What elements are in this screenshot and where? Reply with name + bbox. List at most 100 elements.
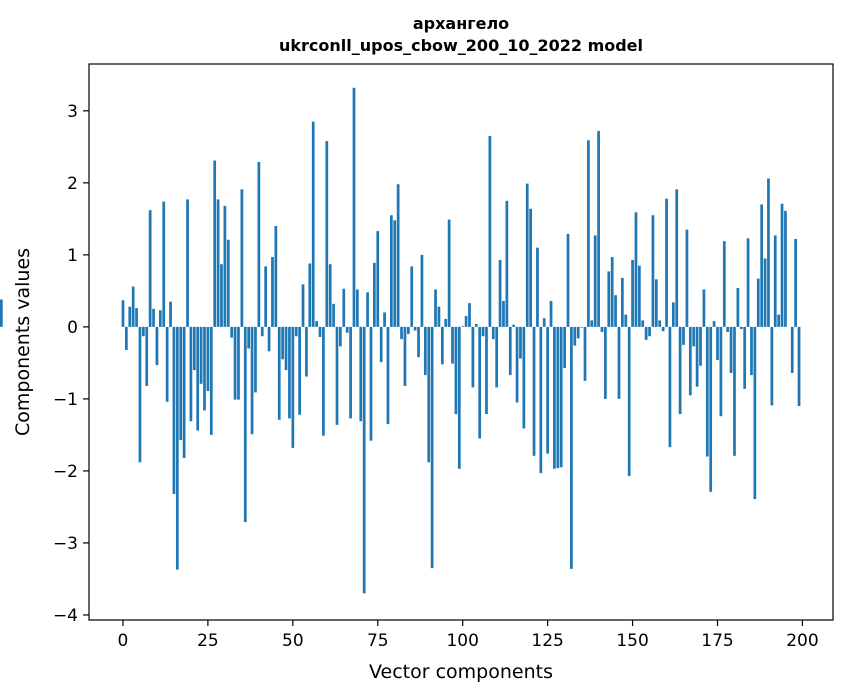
bar bbox=[258, 162, 261, 327]
bar bbox=[135, 308, 138, 327]
bar bbox=[465, 316, 468, 327]
bar bbox=[777, 315, 780, 327]
x-tick-label: 25 bbox=[197, 631, 219, 651]
bar bbox=[366, 292, 369, 327]
bar bbox=[563, 327, 566, 368]
bar bbox=[349, 327, 352, 418]
x-tick-label: 125 bbox=[531, 631, 563, 651]
bar bbox=[387, 327, 390, 424]
bar bbox=[648, 327, 651, 336]
bar bbox=[397, 184, 400, 327]
bar bbox=[159, 310, 162, 327]
bar bbox=[754, 327, 757, 499]
bar bbox=[173, 327, 176, 494]
bar bbox=[679, 327, 682, 414]
bar bbox=[597, 131, 600, 327]
bar bbox=[145, 327, 148, 386]
bar bbox=[305, 327, 308, 377]
bar bbox=[298, 327, 301, 415]
y-tick-label: −3 bbox=[53, 534, 78, 554]
bar bbox=[278, 327, 281, 420]
bar bbox=[798, 327, 801, 406]
bar bbox=[723, 241, 726, 327]
bar bbox=[210, 327, 213, 435]
bar bbox=[461, 326, 464, 327]
bar bbox=[336, 327, 339, 425]
bar bbox=[614, 295, 617, 327]
bar bbox=[407, 327, 410, 334]
bar bbox=[207, 327, 210, 391]
bar bbox=[441, 327, 444, 364]
bar bbox=[791, 327, 794, 373]
x-tick-label: 200 bbox=[786, 631, 818, 651]
bar bbox=[125, 327, 128, 350]
bar bbox=[312, 122, 315, 327]
bar bbox=[720, 327, 723, 416]
bar bbox=[750, 327, 753, 375]
bar bbox=[495, 327, 498, 388]
bar bbox=[628, 327, 631, 476]
bar bbox=[784, 211, 787, 327]
bar bbox=[774, 235, 777, 326]
bar bbox=[264, 266, 267, 327]
bar bbox=[244, 327, 247, 522]
bar bbox=[536, 248, 539, 327]
bar bbox=[703, 289, 706, 326]
bar bbox=[156, 327, 159, 365]
bar bbox=[522, 327, 525, 429]
bar bbox=[274, 226, 277, 327]
bar bbox=[502, 301, 505, 327]
bar bbox=[669, 327, 672, 447]
bar bbox=[190, 327, 193, 421]
bar bbox=[692, 327, 695, 346]
bar bbox=[539, 327, 542, 473]
bar bbox=[526, 184, 529, 327]
bar bbox=[529, 209, 532, 327]
bar bbox=[247, 327, 250, 349]
bar bbox=[308, 264, 311, 327]
bar bbox=[713, 321, 716, 327]
bar bbox=[0, 300, 3, 327]
bar bbox=[448, 220, 451, 327]
bar bbox=[706, 327, 709, 457]
bar bbox=[162, 202, 165, 327]
y-tick-label: −2 bbox=[53, 462, 78, 482]
bar bbox=[458, 327, 461, 469]
bar bbox=[764, 258, 767, 326]
bar bbox=[665, 199, 668, 327]
bar bbox=[543, 318, 546, 327]
bar bbox=[183, 327, 186, 458]
bar bbox=[631, 260, 634, 327]
bar bbox=[584, 327, 587, 381]
bar bbox=[760, 204, 763, 326]
bar bbox=[489, 136, 492, 327]
bar bbox=[699, 327, 702, 366]
bar bbox=[152, 309, 155, 327]
bar bbox=[346, 327, 349, 333]
bar bbox=[485, 327, 488, 414]
bar bbox=[359, 327, 362, 421]
y-tick-label: 3 bbox=[67, 102, 78, 122]
bar bbox=[434, 289, 437, 326]
bar bbox=[472, 327, 475, 388]
bar bbox=[635, 212, 638, 327]
bar bbox=[604, 327, 607, 399]
y-tick-label: 1 bbox=[67, 246, 78, 266]
bar bbox=[652, 215, 655, 327]
bar bbox=[353, 88, 356, 327]
bar bbox=[556, 327, 559, 468]
bar bbox=[421, 255, 424, 327]
bar bbox=[607, 271, 610, 326]
bar bbox=[217, 199, 220, 326]
y-axis-label: Components values bbox=[12, 248, 34, 436]
bar bbox=[325, 141, 328, 327]
bar bbox=[482, 327, 485, 336]
bar bbox=[675, 189, 678, 327]
bar bbox=[730, 327, 733, 373]
bar bbox=[580, 327, 583, 328]
bar bbox=[169, 302, 172, 327]
bar bbox=[509, 327, 512, 375]
bar bbox=[302, 284, 305, 326]
